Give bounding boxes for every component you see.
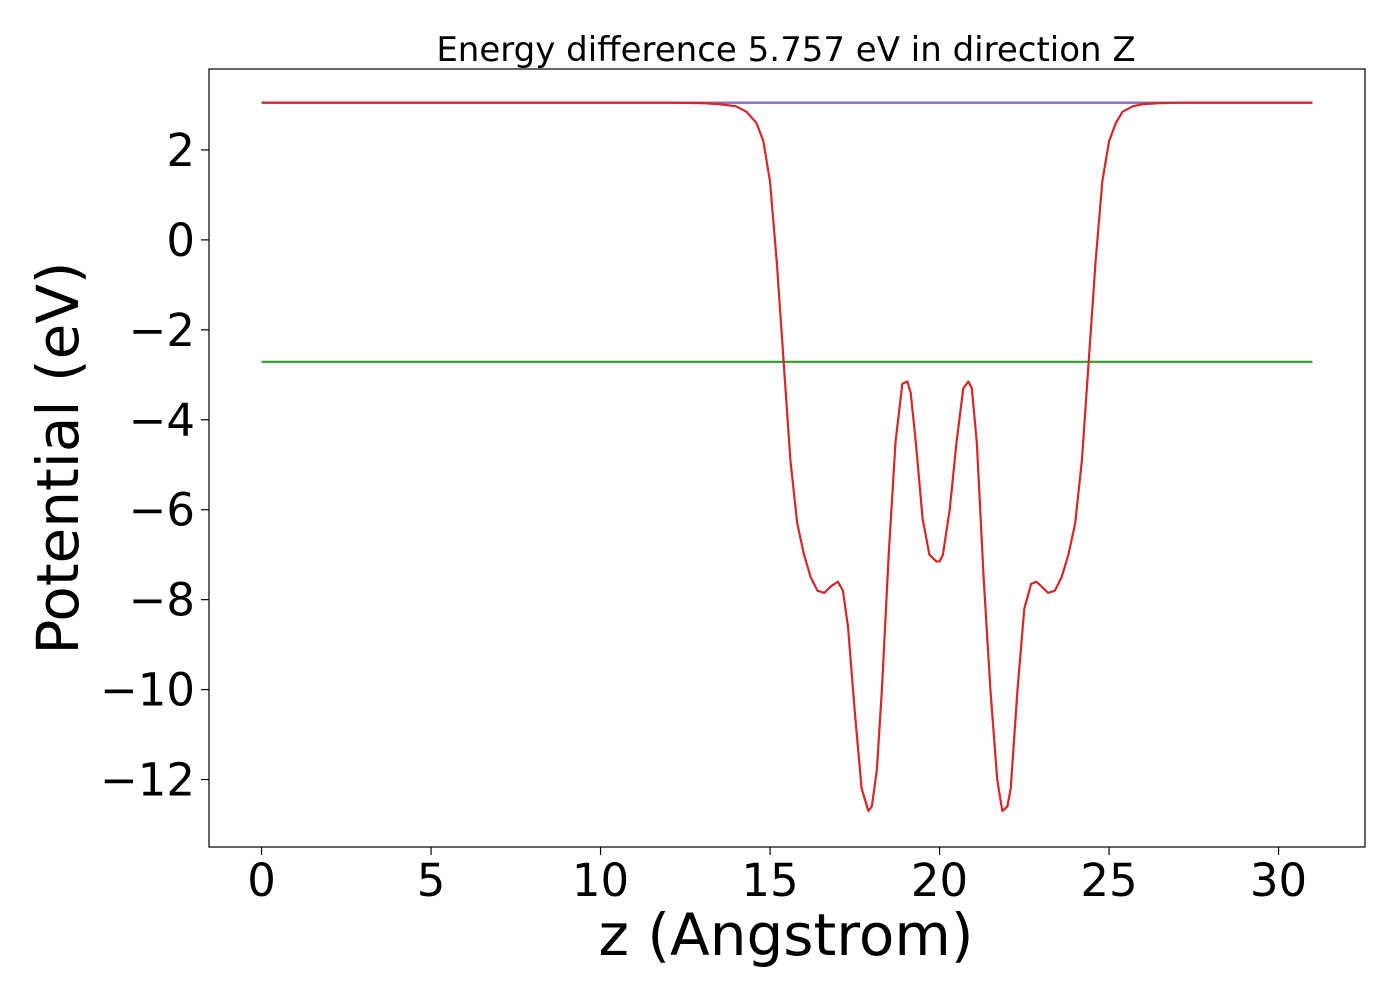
x-tick-label: 5 — [417, 854, 446, 907]
y-tick-label: −10 — [100, 664, 195, 717]
y-tick-label: −8 — [129, 574, 195, 627]
y-tick-label: 2 — [166, 124, 195, 177]
y-tick-label: 0 — [166, 214, 195, 267]
series-line-3 — [261, 101, 1313, 813]
x-tick-label: 30 — [1250, 854, 1307, 907]
plot-lines — [261, 101, 1313, 813]
y-tick-label: −6 — [129, 484, 195, 537]
x-axis-label: z (Angstrom) — [599, 901, 974, 969]
y-tick-label: −2 — [129, 304, 195, 357]
x-tick-label: 0 — [247, 854, 276, 907]
x-tick-label: 20 — [911, 854, 968, 907]
x-tick-label: 10 — [572, 854, 629, 907]
x-tick-label: 15 — [741, 854, 798, 907]
y-tick-label: −12 — [100, 754, 195, 807]
chart-title: Energy difference 5.757 eV in direction … — [436, 30, 1135, 70]
y-tick-label: −4 — [129, 394, 195, 447]
x-axis-ticks: 0 5 10 15 20 25 30 — [247, 847, 1307, 907]
plot-area-frame — [208, 68, 1366, 848]
y-axis-label: Potential (eV) — [24, 261, 92, 654]
y-axis-ticks: 2 0 −2 −4 −6 −8 −10 −12 — [100, 124, 209, 807]
x-tick-label: 25 — [1080, 854, 1137, 907]
